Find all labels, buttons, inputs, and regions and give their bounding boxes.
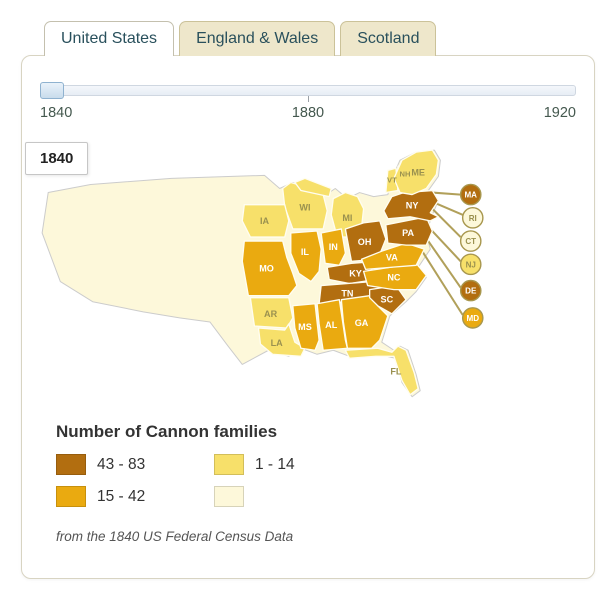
legend-grid: 43 - 83 1 - 14 15 - 42: [56, 454, 476, 507]
us-map-svg: IA WI MI IL IN OH MO KY TN AR LA MS AL G…: [41, 149, 484, 398]
slider-label-1880: 1880: [291, 105, 325, 121]
legend-swatch-none: [214, 486, 244, 507]
legend-item-gold: 15 - 42: [56, 486, 214, 507]
slider-mid-tick: [308, 96, 309, 102]
slider-label-1920: 1920: [543, 105, 576, 121]
tab-united-states[interactable]: United States: [44, 21, 175, 58]
callout-line-CT: [431, 208, 462, 238]
callout-circle-NJ[interactable]: [459, 253, 482, 276]
legend-item-light: 1 - 14: [214, 454, 372, 475]
state-OH[interactable]: [344, 220, 387, 262]
callout-line-MA: [432, 191, 461, 196]
legend-range-gold: 15 - 42: [97, 487, 146, 505]
state-AR[interactable]: [249, 297, 294, 329]
state-MS[interactable]: [292, 303, 320, 351]
year-slider: 1840 1880 1920: [40, 82, 576, 121]
legend-swatch-dark: [56, 454, 86, 475]
callout-circle-CT[interactable]: [459, 230, 482, 252]
legend-item-none: [214, 486, 372, 507]
state-VT[interactable]: [385, 167, 399, 194]
legend-title: Number of Cannon families: [56, 422, 278, 441]
tab-scotland[interactable]: Scotland: [340, 21, 437, 56]
state-IL[interactable]: [290, 230, 322, 283]
map-panel: 1840 1880 1920 1840: [21, 55, 595, 579]
census-caption: from the 1840 US Federal Census Data: [56, 529, 294, 544]
state-IN[interactable]: [320, 228, 347, 266]
year-slider-track[interactable]: [40, 82, 576, 102]
slider-label-1840: 1840: [40, 105, 73, 121]
legend-item-dark: 43 - 83: [56, 454, 214, 475]
year-tooltip: 1840: [25, 142, 89, 175]
state-FL[interactable]: [344, 345, 419, 396]
state-NY[interactable]: [383, 189, 440, 222]
callout-circle-DE[interactable]: [459, 279, 482, 302]
legend-swatch-light: [214, 454, 244, 475]
callout-line-MD: [421, 250, 464, 316]
state-MI-up[interactable]: [294, 177, 332, 198]
callout-line-DE: [427, 240, 462, 289]
tab-england-wales[interactable]: England & Wales: [179, 21, 336, 56]
state-ME[interactable]: [393, 149, 440, 196]
callout-circle-MD[interactable]: [461, 307, 484, 329]
year-slider-handle[interactable]: [40, 82, 64, 99]
us-map: IA WI MI IL IN OH MO KY TN AR LA MS AL G…: [30, 148, 495, 413]
state-VA[interactable]: [360, 242, 425, 271]
slider-tick-labels: 1840 1880 1920: [40, 105, 576, 121]
legend-range-light: 1 - 14: [255, 455, 295, 473]
callout-circle-MA[interactable]: [459, 183, 482, 206]
callout-line-RI: [433, 201, 464, 216]
state-IA[interactable]: [241, 204, 290, 238]
callout-line-NJ: [429, 228, 462, 262]
map-legend: Number of Cannon families 43 - 83 1 - 14…: [56, 422, 476, 544]
callout-circle-RI[interactable]: [461, 207, 484, 229]
legend-swatch-gold: [56, 486, 86, 507]
legend-range-dark: 43 - 83: [97, 455, 146, 473]
tab-bar: United States England & Wales Scotland: [44, 21, 437, 58]
state-MO[interactable]: [241, 240, 298, 297]
